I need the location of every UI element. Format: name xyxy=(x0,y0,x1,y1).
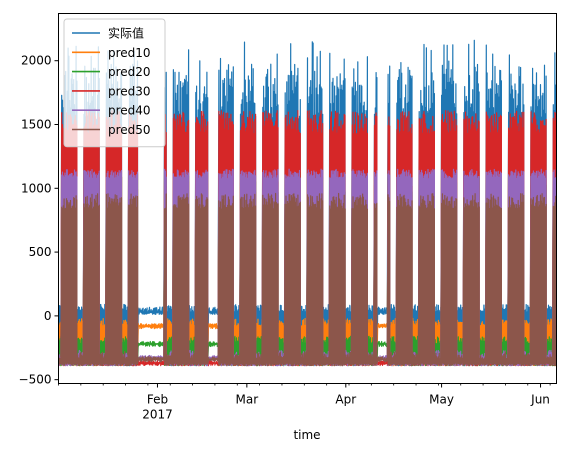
x-tick-label: Jun xyxy=(530,393,550,407)
x-tick-label: May xyxy=(429,393,454,407)
y-tick-label: 1500 xyxy=(21,118,52,132)
x-tick-label: Feb xyxy=(147,393,168,407)
x-tick-year-label: 2017 xyxy=(142,408,173,422)
legend-label: 实际值 xyxy=(108,26,144,41)
y-tick-label: 1000 xyxy=(21,181,52,195)
y-axis: −500 0 500 1000 1500 2000 xyxy=(19,54,59,387)
legend-label: pred50 xyxy=(108,123,151,137)
y-tick-label: −500 xyxy=(19,373,52,387)
x-tick-label: Mar xyxy=(236,393,259,407)
plot-area xyxy=(58,39,557,367)
legend-label: pred20 xyxy=(108,65,151,79)
y-tick-label: 0 xyxy=(44,309,52,323)
x-tick-label: Apr xyxy=(335,393,356,407)
legend-box xyxy=(63,18,166,148)
x-axis-title: time xyxy=(293,428,320,442)
y-tick-label: 2000 xyxy=(21,54,52,68)
legend-label: pred10 xyxy=(108,46,151,60)
legend-label: pred40 xyxy=(108,104,151,118)
y-tick-label: 500 xyxy=(29,245,52,259)
series-line-pred50 xyxy=(58,192,557,367)
legend-label: pred30 xyxy=(108,84,151,98)
axes-frame xyxy=(58,13,557,384)
legend: 实际值 pred10 pred20 pred30 pred40 pred50 xyxy=(63,18,166,148)
